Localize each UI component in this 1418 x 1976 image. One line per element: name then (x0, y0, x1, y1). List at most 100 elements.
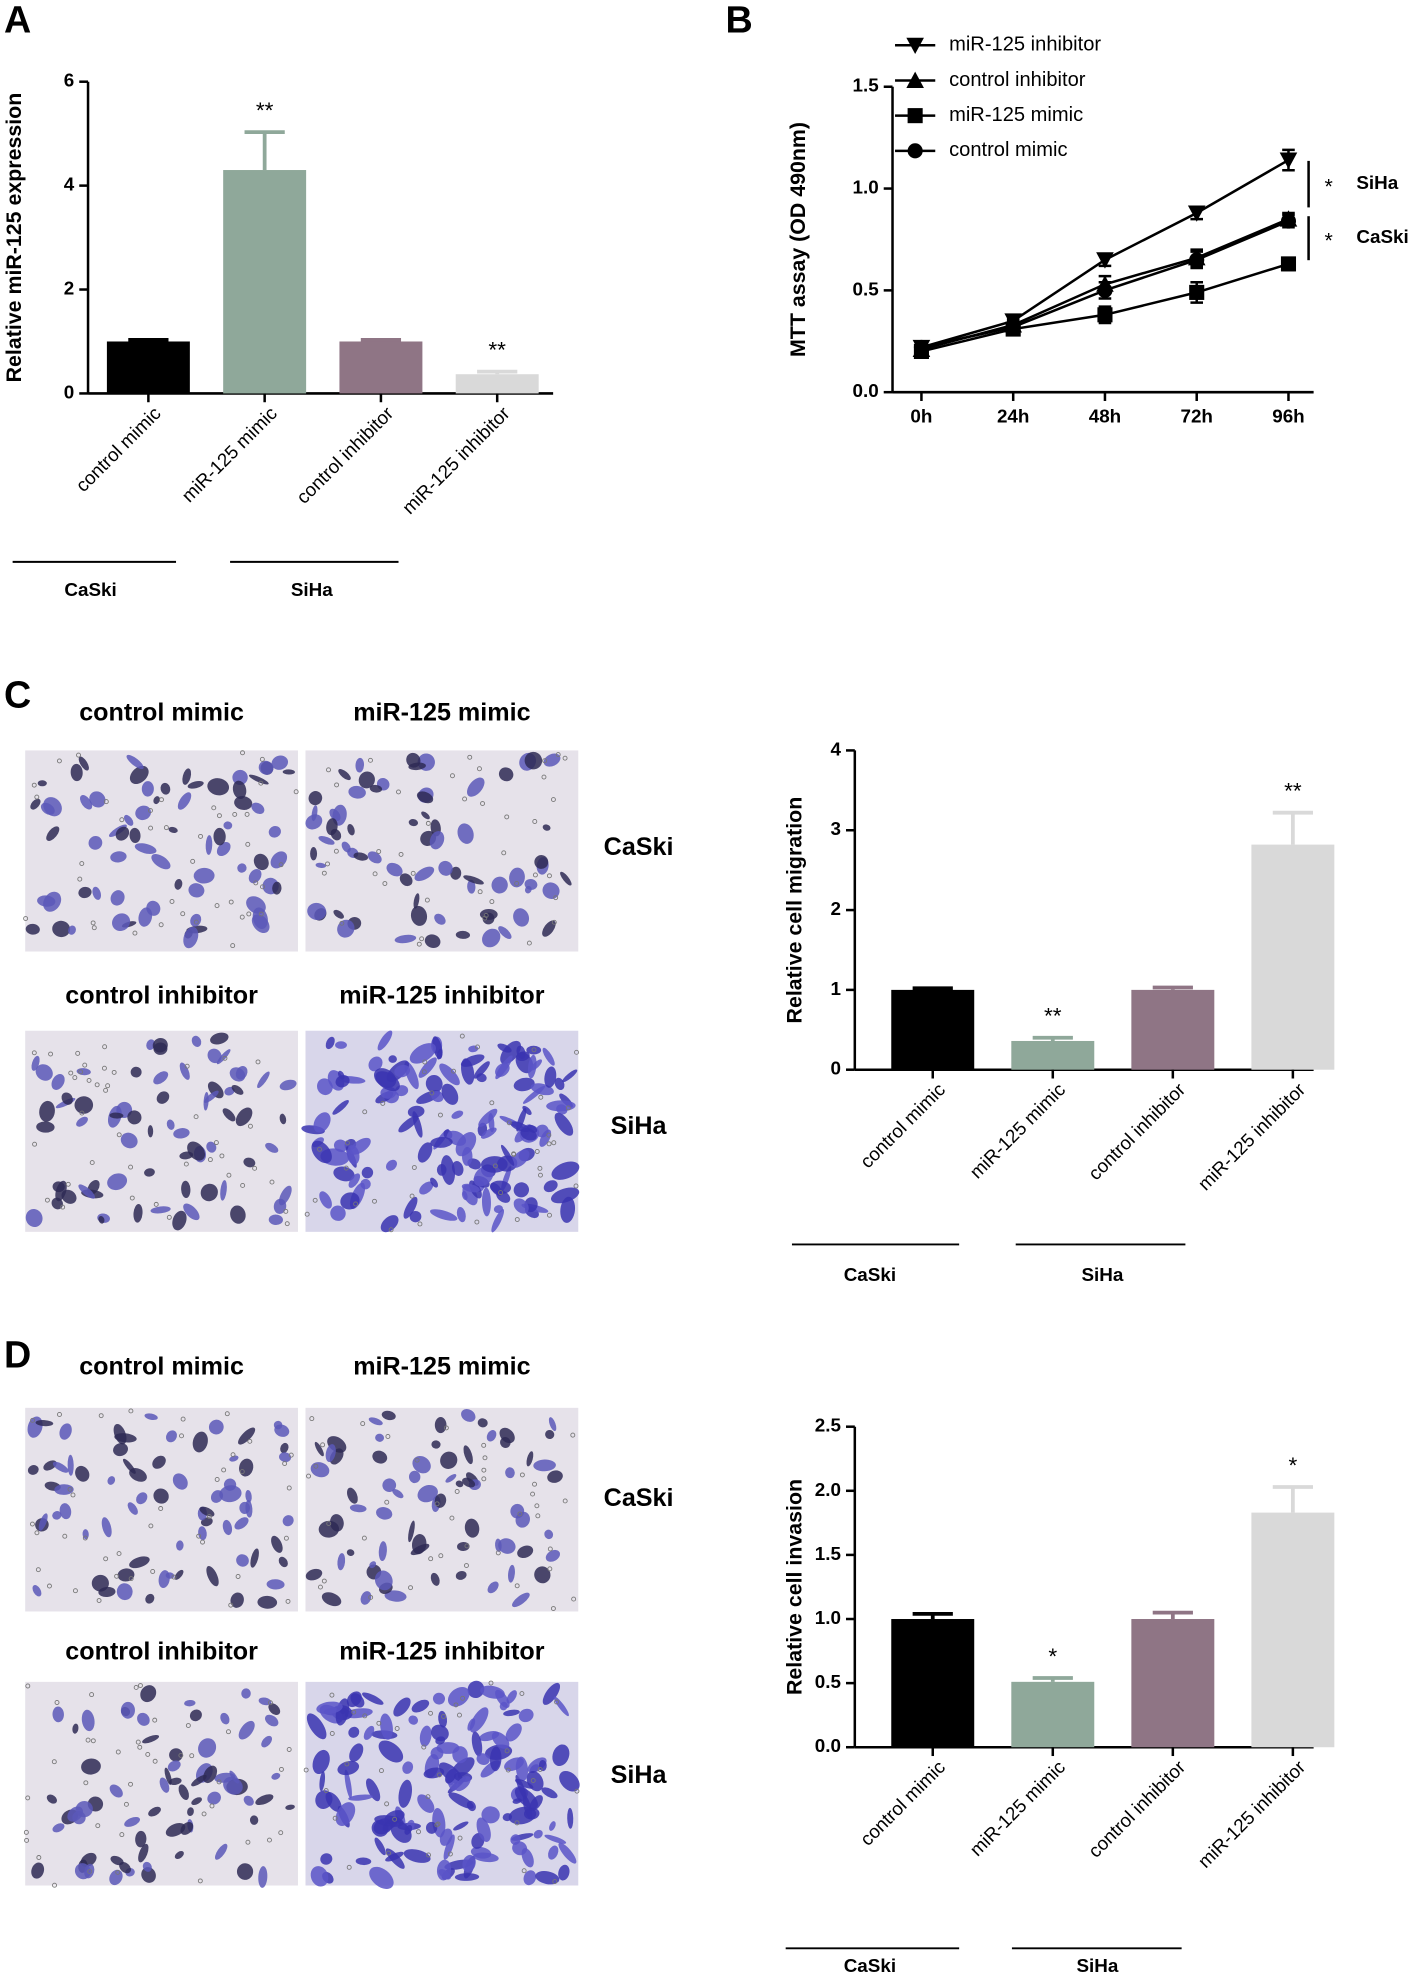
cell (516, 1051, 530, 1062)
y-tick-label: 1.5 (815, 1543, 841, 1564)
pore (29, 1521, 35, 1527)
cell (503, 1709, 520, 1717)
pore (76, 752, 81, 758)
cell (349, 1743, 364, 1762)
cell (362, 1692, 384, 1705)
cell (207, 1791, 221, 1805)
x-tick-label: miR-125 inhibitor (398, 403, 514, 519)
cell (110, 851, 127, 863)
cell (271, 1535, 283, 1553)
cell (207, 1048, 222, 1064)
significance: * (1288, 1453, 1297, 1478)
cell (52, 1181, 65, 1193)
pore (573, 1183, 579, 1189)
cell (236, 1863, 254, 1880)
cell (222, 1519, 233, 1536)
cell (515, 1778, 534, 1789)
cell (366, 1778, 381, 1802)
pore (521, 1868, 527, 1874)
x-tick-label: miR-125 mimic (177, 403, 281, 507)
pore (47, 1583, 52, 1589)
pore (447, 1851, 453, 1857)
y-tick-label: 0 (64, 381, 74, 402)
cell (279, 1079, 297, 1091)
y-tick-label: 2.0 (815, 1479, 841, 1500)
pore (31, 782, 37, 788)
pore (23, 916, 29, 921)
cell (508, 1806, 537, 1825)
cell (222, 1108, 236, 1122)
cell (124, 1816, 140, 1827)
pore (437, 1772, 442, 1778)
pore (179, 1433, 184, 1439)
pore (333, 848, 339, 854)
cell (250, 1548, 259, 1568)
cell (445, 1474, 457, 1483)
cell (25, 1208, 43, 1228)
pore (79, 861, 85, 867)
cell (75, 1465, 90, 1482)
pore (57, 1412, 62, 1417)
cell (178, 1784, 189, 1801)
cell (506, 1690, 517, 1704)
pore (411, 1165, 417, 1170)
cell (337, 1070, 345, 1080)
pore (224, 1411, 230, 1417)
panel-label: C (4, 674, 31, 716)
cell (467, 1680, 485, 1699)
cell (81, 1709, 95, 1732)
cell (316, 1701, 343, 1715)
cell (486, 1430, 497, 1442)
group-label: CaSki (844, 1955, 896, 1976)
cell (460, 1054, 485, 1067)
image-label: control mimic (79, 699, 244, 727)
y-tick-label: 0.0 (852, 380, 878, 401)
pore (137, 1744, 143, 1750)
pore (372, 871, 378, 877)
pore (68, 1070, 74, 1076)
pore (78, 1069, 84, 1075)
cell (140, 1685, 157, 1703)
pore (517, 1511, 523, 1517)
cell (522, 1105, 532, 1115)
pore (148, 1523, 154, 1529)
cell (385, 1159, 397, 1171)
cell (236, 1554, 249, 1567)
pore (255, 1059, 261, 1065)
cell (498, 1538, 516, 1554)
cell (109, 1784, 123, 1798)
pore (421, 1069, 427, 1075)
pore (269, 1179, 275, 1185)
cell (480, 1685, 505, 1699)
pore (309, 1416, 315, 1422)
pore (538, 1172, 543, 1178)
cell (545, 1429, 555, 1440)
legend-label: miR-125 inhibitor (949, 34, 1101, 56)
cell (553, 1696, 569, 1717)
pore (183, 1161, 189, 1167)
pore (551, 919, 557, 925)
pore (115, 1749, 121, 1755)
cell (554, 1112, 574, 1136)
cell (476, 1753, 490, 1765)
cell (431, 1440, 441, 1449)
group-label: CaSki (64, 579, 116, 600)
marker (906, 71, 924, 88)
cell (388, 1055, 397, 1063)
cell (440, 1155, 456, 1185)
cell (110, 890, 125, 906)
cell (374, 1837, 386, 1856)
error-bar (360, 338, 402, 342)
pore (382, 881, 388, 886)
pore (128, 1164, 134, 1170)
cell (499, 1701, 508, 1711)
bar (891, 989, 975, 1070)
cell (455, 1570, 467, 1580)
cell (560, 871, 572, 886)
bar (1131, 1619, 1215, 1748)
cell (61, 1092, 73, 1105)
cell (174, 1851, 184, 1860)
pore (96, 1598, 102, 1603)
cell (491, 876, 508, 894)
